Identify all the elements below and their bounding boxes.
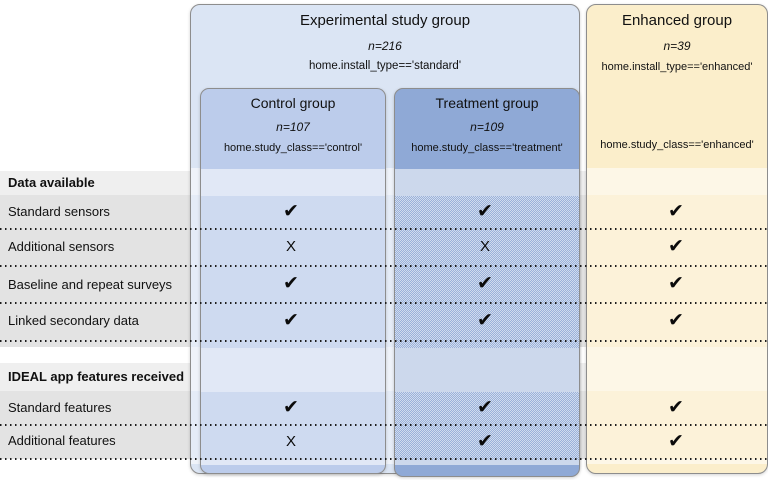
enhanced-group-n: n=39 [663, 39, 691, 53]
dotted-separator [0, 265, 768, 267]
mark-treatment-standard-features: ✔ [477, 397, 493, 418]
row-label-baseline-surveys: Baseline and repeat surveys [8, 277, 173, 292]
mark-treatment-linked-secondary: ✔ [477, 310, 493, 331]
mark-treatment-standard-sensors: ✔ [477, 201, 493, 222]
enhanced-group-title: Enhanced group [621, 12, 733, 29]
mark-control-standard-features: ✔ [283, 397, 299, 418]
enhanced-group-filter: home.install_type=='enhanced' [601, 61, 753, 73]
mark-control-baseline-surveys: ✔ [283, 273, 299, 294]
dotted-separator [0, 340, 768, 342]
enhanced-group-filter2: home.study_class=='enhanced' [600, 139, 754, 151]
experimental-group-title: Experimental study group [299, 12, 471, 29]
experimental-group-n: n=216 [368, 39, 402, 53]
mark-enhanced-additional-features: ✔ [668, 431, 684, 452]
mark-enhanced-linked-secondary: ✔ [668, 310, 684, 331]
mark-enhanced-additional-sensors: ✔ [668, 236, 684, 257]
control-group-filter: home.study_class=='control' [223, 142, 363, 154]
row-label-standard-features: Standard features [8, 400, 112, 415]
control-group-n: n=107 [276, 120, 310, 134]
row-header-ideal-features: IDEAL app features received [8, 369, 185, 384]
mark-enhanced-standard-features: ✔ [668, 397, 684, 418]
row-label-standard-sensors: Standard sensors [8, 204, 110, 219]
mark-enhanced-baseline-surveys: ✔ [668, 273, 684, 294]
treatment-group-title: Treatment group [435, 95, 539, 111]
experimental-group-filter: home.install_type=='standard' [308, 60, 462, 72]
mark-control-additional-features: X [285, 433, 296, 450]
mark-enhanced-standard-sensors: ✔ [668, 201, 684, 222]
experimental-group-box: Experimental study group n=216 home.inst… [190, 4, 580, 477]
row-label-additional-sensors: Additional sensors [8, 239, 115, 254]
mark-control-standard-sensors: ✔ [283, 201, 299, 222]
dotted-separator [0, 302, 768, 304]
treatment-group-filter: home.study_class=='treatment' [411, 142, 563, 154]
row-label-linked-secondary: Linked secondary data [8, 313, 139, 328]
control-group-title: Control group [250, 95, 336, 111]
dotted-separator [0, 228, 768, 230]
mark-treatment-baseline-surveys: ✔ [477, 273, 493, 294]
treatment-group-n: n=109 [470, 120, 504, 134]
row-header-data-available: Data available [8, 175, 95, 190]
dotted-separator [0, 458, 768, 460]
mark-control-additional-sensors: X [285, 238, 296, 255]
dotted-separator [0, 424, 768, 426]
mark-treatment-additional-features: ✔ [477, 431, 493, 452]
mark-control-linked-secondary: ✔ [283, 310, 299, 331]
row-label-additional-features: Additional features [8, 433, 116, 448]
mark-treatment-additional-sensors: X [479, 238, 490, 255]
